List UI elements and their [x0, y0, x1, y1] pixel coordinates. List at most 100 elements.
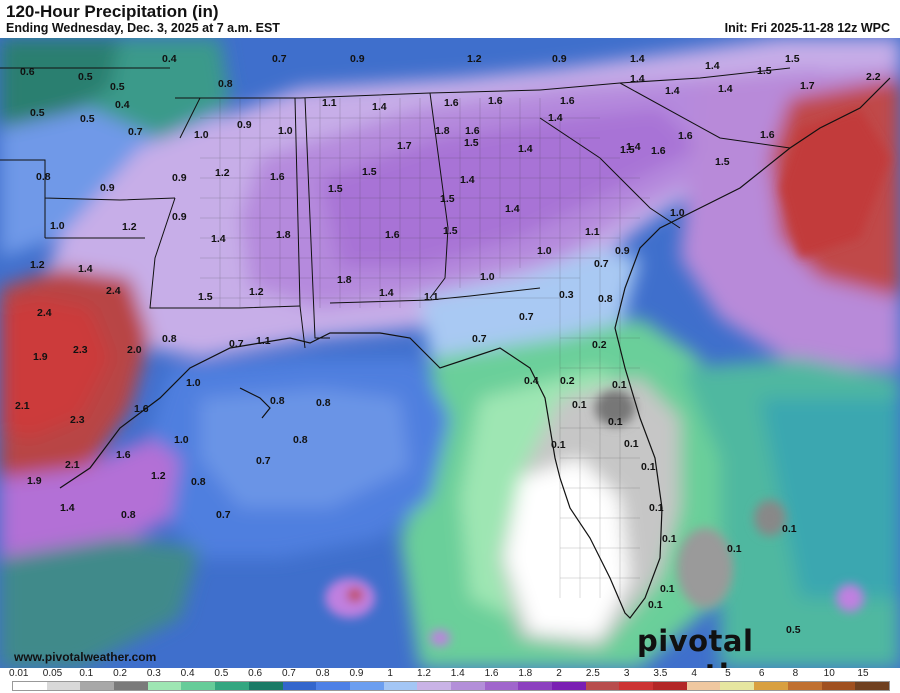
- legend-swatch: [282, 682, 317, 690]
- legend-swatch: [316, 682, 350, 690]
- precip-value-label: 1.6: [116, 449, 131, 461]
- precip-value-label: 0.1: [782, 523, 797, 535]
- precip-value-label: 1.4: [78, 263, 93, 275]
- precip-value-label: 0.8: [316, 397, 331, 409]
- legend-swatch: [619, 682, 654, 690]
- precip-value-label: 0.1: [572, 399, 587, 411]
- precip-value-label: 0.7: [272, 53, 287, 65]
- precip-value-label: 0.1: [660, 583, 675, 595]
- precip-value-label: 0.7: [519, 311, 534, 323]
- precip-value-label: 0.9: [552, 53, 567, 65]
- precip-value-label: 0.2: [560, 375, 575, 387]
- legend-tick-label: 0.5: [214, 668, 229, 679]
- legend-swatch: [147, 682, 182, 690]
- precip-value-label: 0.1: [662, 533, 677, 545]
- precip-value-label: 1.0: [537, 245, 552, 257]
- county-lines: [200, 98, 650, 598]
- legend-tick-label: 3.5: [653, 668, 668, 679]
- precip-value-label: 1.5: [785, 53, 800, 65]
- precip-value-label: 0.6: [20, 66, 35, 78]
- legend-swatch: [450, 682, 485, 690]
- legend-swatch: [484, 682, 519, 690]
- precip-value-label: 1.4: [505, 203, 520, 215]
- model-init-label: Init: Fri 2025-11-28 12z WPC: [724, 21, 890, 35]
- precip-value-label: 1.1: [322, 97, 337, 109]
- precip-value-label: 0.8: [121, 509, 136, 521]
- precip-value-label: 0.1: [727, 543, 742, 555]
- legend-tick-label: 3: [623, 668, 630, 679]
- legend-swatch: [181, 682, 216, 690]
- precip-value-label: 1.5: [620, 144, 635, 156]
- value-label-layer: 0.60.4 0.7 0.9 1.2 0.9 1.41.4 1.51.50.50.5 0.8 1…: [15, 53, 881, 636]
- precip-value-label: 1.8: [435, 125, 450, 137]
- legend-swatch: [13, 682, 47, 690]
- website-url[interactable]: www.pivotalweather.com: [14, 650, 157, 664]
- precip-detail: [325, 108, 890, 646]
- precip-value-label: 2.4: [37, 307, 52, 319]
- legend-swatch: [114, 682, 148, 690]
- precip-value-label: 2.3: [73, 344, 88, 356]
- precip-value-label: 1.6: [488, 95, 503, 107]
- precip-value-label: 1.6: [134, 403, 149, 415]
- legend-tick-label: 0.4: [180, 668, 195, 679]
- precip-value-label: 0.8: [293, 434, 308, 446]
- precip-value-label: 0.8: [162, 333, 177, 345]
- precip-value-label: 1.4: [211, 233, 226, 245]
- precip-value-label: 1.4: [518, 143, 533, 155]
- precip-value-label: 0.7: [128, 126, 143, 138]
- legend-swatch: [686, 682, 721, 690]
- precip-value-label: 1.0: [670, 207, 685, 219]
- precip-value-label: 1.4: [626, 141, 641, 153]
- precip-value-label: 1.2: [467, 53, 482, 65]
- legend-swatch: [787, 682, 822, 690]
- precip-value-label: 1.1: [256, 335, 271, 347]
- precip-value-label: 1.5: [464, 137, 479, 149]
- legend-swatch: [552, 682, 586, 690]
- precip-value-label: 1.7: [800, 80, 815, 92]
- legend-tick-label: 4: [691, 668, 697, 679]
- precip-value-label: 1.6: [560, 95, 575, 107]
- precip-value-label: 0.2: [592, 339, 607, 351]
- legend-tick-label: 0.7: [281, 668, 296, 679]
- precip-value-label: 1.5: [715, 156, 730, 168]
- legend-tick-label: 10: [823, 668, 835, 679]
- precip-value-label: 2.4: [106, 285, 121, 297]
- color-legend-bar: [12, 681, 890, 691]
- precip-value-label: 1.5: [443, 225, 458, 237]
- precip-value-label: 1.6: [760, 129, 775, 141]
- precip-value-label: 0.4: [115, 99, 130, 111]
- precip-value-label: 0.1: [648, 599, 663, 611]
- precip-value-label: 1.6: [678, 130, 693, 142]
- valid-time-subtitle: Ending Wednesday, Dec. 3, 2025 at 7 a.m.…: [6, 21, 280, 35]
- precip-value-label: 0.9: [237, 119, 252, 131]
- precip-value-label: 2.1: [65, 459, 80, 471]
- precip-value-label: 0.8: [218, 78, 233, 90]
- precip-value-label: 0.4: [524, 375, 539, 387]
- precip-value-label: 0.1: [624, 438, 639, 450]
- precip-value-label: 0.8: [270, 395, 285, 407]
- precip-value-label: 1.5: [440, 193, 455, 205]
- precip-value-label: 1.6: [465, 125, 480, 137]
- precip-value-label: 0.7: [472, 333, 487, 345]
- legend-swatch: [349, 682, 384, 690]
- legend-swatch: [518, 682, 552, 690]
- map-canvas[interactable]: 0.60.4 0.7 0.9 1.2 0.9 1.41.4 1.51.50.50.5 0.8 1…: [0, 38, 900, 668]
- precip-value-label: 1.5: [198, 291, 213, 303]
- precip-value-label: 0.5: [80, 113, 95, 125]
- precip-value-label: 0.8: [598, 293, 613, 305]
- precip-value-label: 0.7: [256, 455, 271, 467]
- legend-tick-label: 1.2: [417, 668, 431, 679]
- precip-value-label: 1.4: [379, 287, 394, 299]
- precip-value-label: 0.7: [216, 509, 231, 521]
- coastline: [59, 77, 891, 619]
- legend-tick-label: 0.8: [315, 668, 330, 679]
- precip-value-label: 1.4: [60, 502, 75, 514]
- precip-value-label: 2.0: [127, 344, 142, 356]
- precip-value-label: 1.9: [27, 475, 42, 487]
- precip-value-label: 1.8: [276, 229, 291, 241]
- legend-tick-label: 0.3: [146, 668, 161, 679]
- legend-swatch: [585, 682, 620, 690]
- precipitation-map[interactable]: 0.6 0.4 0.7 0.9 1.2 0.9 1.4 1.4 1.5 1.5 0.5 0.5 0.8 1…: [0, 38, 900, 668]
- precip-value-label: 1.4: [705, 60, 720, 72]
- map-header: 120-Hour Precipitation (in) Ending Wedne…: [0, 0, 900, 38]
